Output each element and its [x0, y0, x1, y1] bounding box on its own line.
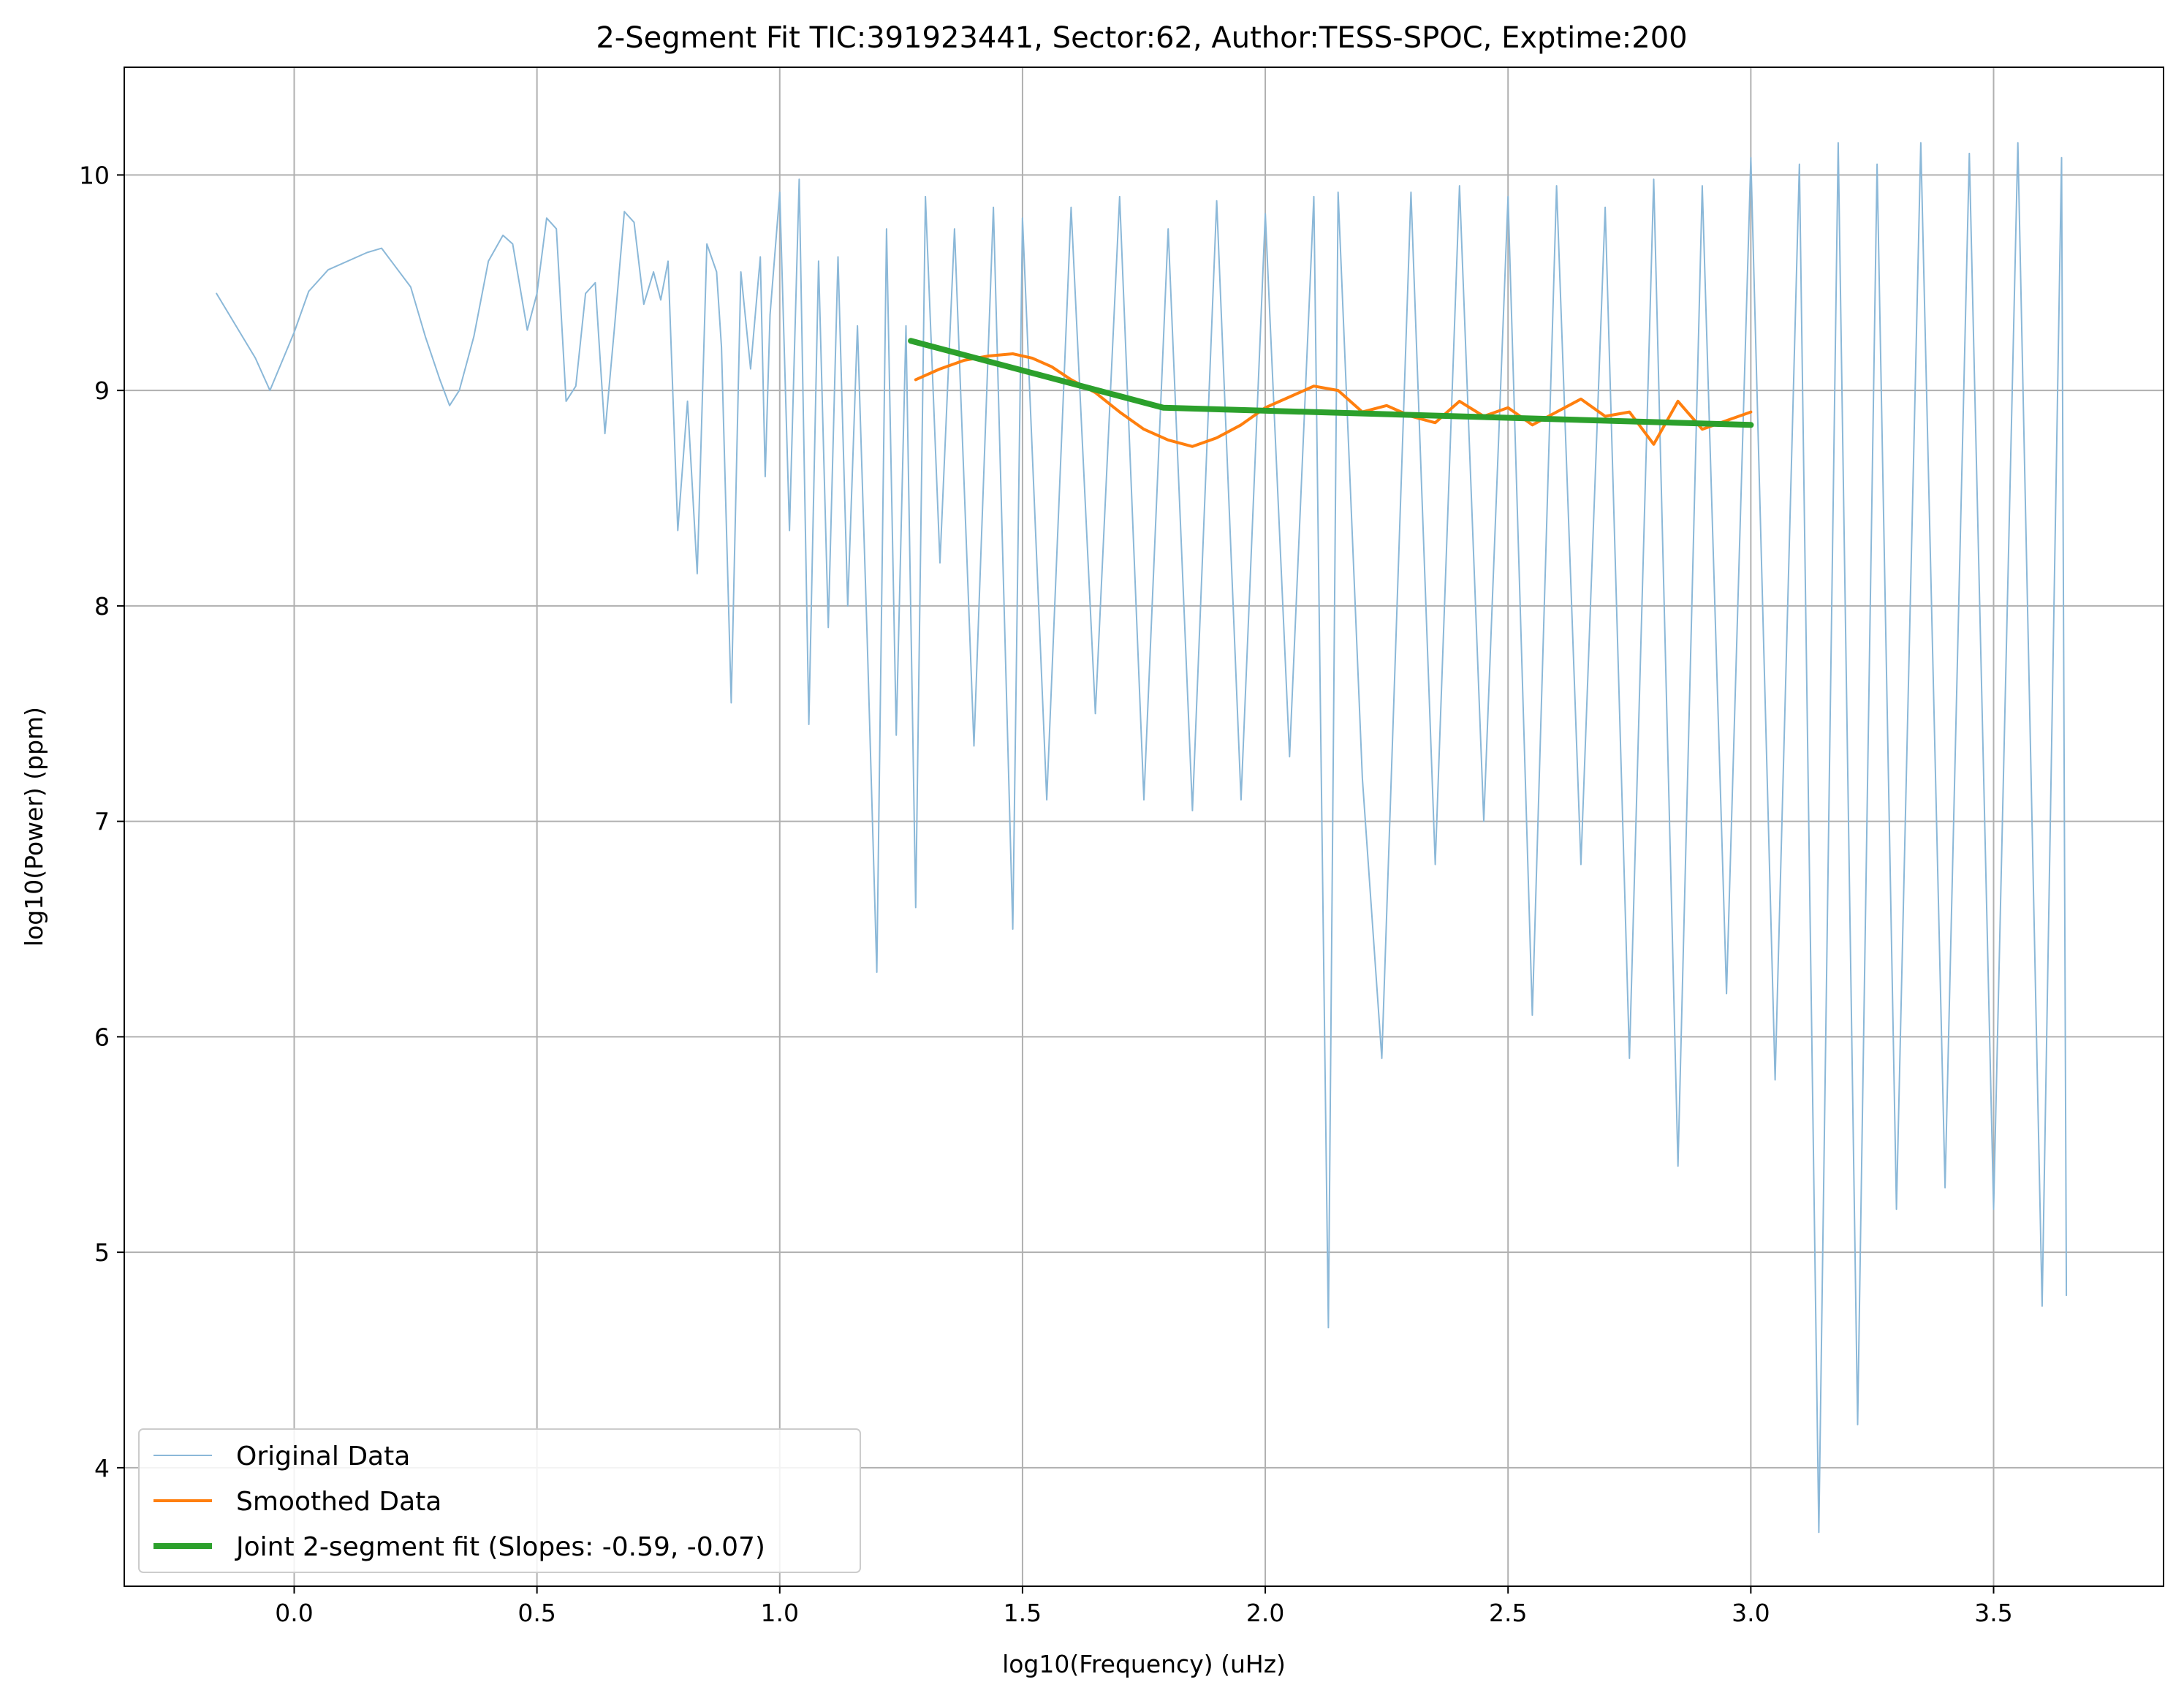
- y-tick-label: 6: [94, 1023, 110, 1051]
- y-tick-label: 9: [94, 376, 110, 405]
- y-tick-label: 4: [94, 1454, 110, 1482]
- legend-label: Original Data: [236, 1442, 410, 1471]
- y-tick-label: 10: [79, 161, 110, 189]
- x-tick-label: 1.0: [761, 1599, 799, 1627]
- y-tick-label: 8: [94, 592, 110, 621]
- x-tick-label: 2.0: [1246, 1599, 1284, 1627]
- plot-area: [124, 67, 2164, 1586]
- series-line-2: [908, 338, 1754, 428]
- y-axis-label: log10(Power) (ppm): [20, 707, 48, 947]
- series-line-0: [216, 142, 2068, 1534]
- y-tick-label: 5: [94, 1238, 110, 1267]
- legend-box: [138, 1428, 861, 1573]
- axis-ticks: 0.0 0.5 1.0 1.5 2.0 2.5 3.0 3.5 4 5 6 7 8 9 10: [79, 161, 2013, 1627]
- legend-label: Smoothed Data: [236, 1487, 441, 1517]
- x-tick-label: 3.0: [1732, 1599, 1770, 1627]
- legend: Original Data Smoothed Data Joint 2-segmen…: [138, 1428, 861, 1573]
- x-tick-label: 0.5: [517, 1599, 556, 1627]
- legend-label: Joint 2-segment fit (Slopes: -0.59, -0.0…: [235, 1532, 765, 1562]
- chart-title: 2-Segment Fit TIC:391923441, Sector:62, …: [596, 21, 1687, 55]
- plot-frame: [124, 67, 2164, 1587]
- x-tick-label: 1.5: [1004, 1599, 1042, 1627]
- x-tick-label: 0.0: [275, 1599, 313, 1627]
- x-tick-label: 2.5: [1489, 1599, 1527, 1627]
- x-axis-label: log10(Frequency) (uHz): [1002, 1650, 1286, 1678]
- y-tick-label: 7: [94, 808, 110, 836]
- x-tick-label: 3.5: [1974, 1599, 2012, 1627]
- series-layer: [216, 142, 2068, 1534]
- series-line-1: [914, 352, 1753, 448]
